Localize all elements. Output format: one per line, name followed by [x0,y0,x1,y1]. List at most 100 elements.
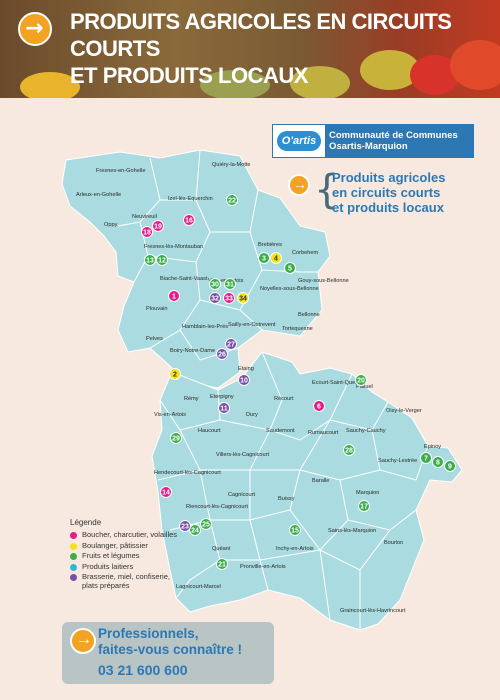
map-marker[interactable]: 34 [237,292,249,304]
town-label: Rumaucourt [308,430,339,436]
town-label: Arleux-en-Gohelle [76,192,121,198]
map-marker[interactable]: 26 [216,348,228,360]
map-marker[interactable]: 9 [444,460,456,472]
border-line [261,351,353,441]
map-marker[interactable]: 13 [144,254,156,266]
map-marker[interactable]: 30 [209,278,221,290]
town-label: Epinoy [424,444,441,450]
marker-number: 34 [239,296,247,303]
legend-item: Fruits et légumes [70,551,180,561]
marker-dot [200,518,212,530]
brace-icon: { [314,167,340,213]
legend-item: Brasserie, miel, confiserie, plats prépa… [70,572,180,590]
town-label: Quiéry-la-Motte [212,162,251,168]
town-label: Sauchy-Lestrée [378,458,417,464]
legend-item: Boulanger, pâtissier [70,541,180,551]
town-label: Bourlon [384,540,403,546]
marker-number: 15 [291,528,299,535]
border-line [259,559,269,591]
town-label: Sains-lès-Marquion [328,528,376,534]
legend-item: Produits laitiers [70,561,180,572]
legend-label: Fruits et légumes [82,551,140,560]
town-label: Hamblain-les-Prés [182,324,228,330]
marker-number: 9 [448,464,452,471]
town-label: Brebières [258,242,282,248]
marker-dot [216,348,228,360]
map-marker[interactable]: 24 [189,524,201,536]
legend-dot [70,542,77,550]
contact-phone[interactable]: 03 21 600 600 [98,662,188,678]
marker-number: 27 [227,342,235,349]
marker-dot [444,460,456,472]
marker-number: 25 [202,522,210,529]
logo-line1: Communauté de Communes [329,130,458,141]
map-marker[interactable]: 18 [141,226,153,238]
map-marker[interactable]: 19 [152,220,164,232]
marker-number: 8 [436,460,440,467]
logo-text: Communauté de Communes Osartis-Marquion [325,125,473,157]
map-marker[interactable]: 25 [200,518,212,530]
marker-dot [223,292,235,304]
marker-dot [432,456,444,468]
map-marker[interactable]: 4 [270,252,282,264]
town-label: Plouvain [146,306,167,312]
town-label: Quéant [212,546,231,552]
marker-dot [289,524,301,536]
marker-dot [218,402,230,414]
town-label: Lagnicourt-Marcel [176,584,221,590]
map-marker[interactable]: 12 [156,254,168,266]
town-label: Sauchy-Cauchy [346,428,386,434]
map-marker[interactable]: 23 [179,520,191,532]
side-title-line1: Produits agricoles [332,170,446,185]
map-marker[interactable]: 17 [358,500,370,512]
town-label: Gouy-sous-Bellonne [298,278,349,284]
marker-number: 14 [162,490,170,497]
map-marker[interactable]: 20 [355,374,367,386]
map-marker[interactable]: 5 [284,262,296,274]
marker-dot [209,278,221,290]
marker-number: 32 [211,296,219,303]
legend-label: Produits laitiers [82,561,134,571]
map-marker[interactable]: 2 [169,368,181,380]
map-marker[interactable]: 29 [170,432,182,444]
map-marker[interactable]: 10 [238,374,250,386]
border-line [239,309,263,331]
marker-number: 11 [220,406,228,413]
map-marker[interactable]: 7 [420,452,432,464]
town-label: Dury [246,412,258,418]
arrow-icon: → [70,628,96,654]
map-marker[interactable]: 1 [168,290,180,302]
legend-dot [70,563,77,571]
town-label: Pelves [146,336,163,342]
logo-line2: Osartis-Marquion [329,141,408,152]
marker-number: 28 [345,448,353,455]
marker-dot [226,194,238,206]
vegetable-photo [200,70,270,98]
map-marker[interactable]: 28 [343,444,355,456]
border-line [371,429,429,481]
map-marker[interactable]: 27 [225,338,237,350]
marker-number: 16 [185,218,193,225]
map-marker[interactable]: 15 [289,524,301,536]
map-marker[interactable]: 21 [216,558,228,570]
map-marker[interactable]: 31 [224,278,236,290]
map-marker[interactable]: 33 [223,292,235,304]
map-marker[interactable]: 8 [432,456,444,468]
town-label: Récourt [274,396,294,402]
marker-number: 4 [274,256,278,263]
map-marker[interactable]: 14 [160,486,172,498]
page-title: Produits agricoles en circuits courts et… [70,8,490,89]
contact-text: Professionnels, faites-vous connaître ! [98,626,270,658]
marker-dot [141,226,153,238]
map-marker[interactable]: 32 [209,292,221,304]
border-line [339,479,417,531]
map-marker[interactable]: 3 [258,252,270,264]
map-marker[interactable]: 11 [218,402,230,414]
map-marker[interactable]: 16 [183,214,195,226]
map-marker[interactable]: 6 [313,400,325,412]
contact-box[interactable]: → Professionnels, faites-vous connaître … [62,622,274,684]
marker-number: 19 [154,224,162,231]
town-label: Eterpigny [210,394,234,400]
map-marker[interactable]: 22 [226,194,238,206]
town-label: Fresnes-lès-Montauban [144,244,203,250]
